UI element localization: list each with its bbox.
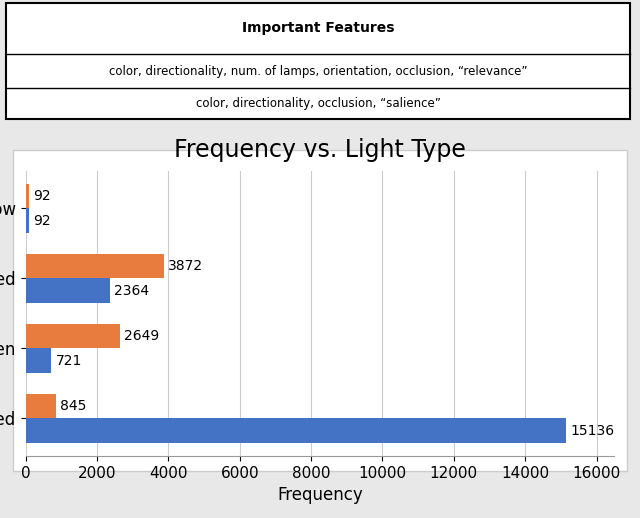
Text: 845: 845 [60, 399, 86, 413]
Bar [26, 394, 56, 419]
Bar [26, 254, 164, 278]
Bar [26, 208, 29, 233]
X-axis label: Frequency: Frequency [277, 486, 363, 504]
Text: 721: 721 [56, 354, 82, 368]
Text: 2649: 2649 [124, 329, 159, 343]
Text: color, directionality, num. of lamps, orientation, occlusion, “relevance”: color, directionality, num. of lamps, or… [109, 65, 527, 78]
Bar [26, 324, 120, 349]
Text: Important Features: Important Features [242, 21, 395, 36]
Text: color, directionality, occlusion, “salience”: color, directionality, occlusion, “salie… [196, 97, 441, 110]
Text: 15136: 15136 [570, 424, 614, 438]
Title: Frequency vs. Light Type: Frequency vs. Light Type [174, 138, 466, 162]
Bar [26, 419, 566, 443]
Text: 2364: 2364 [115, 284, 149, 298]
Text: 3872: 3872 [168, 259, 203, 273]
Text: 92: 92 [33, 213, 51, 227]
Bar [26, 349, 51, 373]
Bar [26, 184, 29, 208]
Bar [26, 278, 110, 303]
Text: 92: 92 [33, 189, 51, 203]
